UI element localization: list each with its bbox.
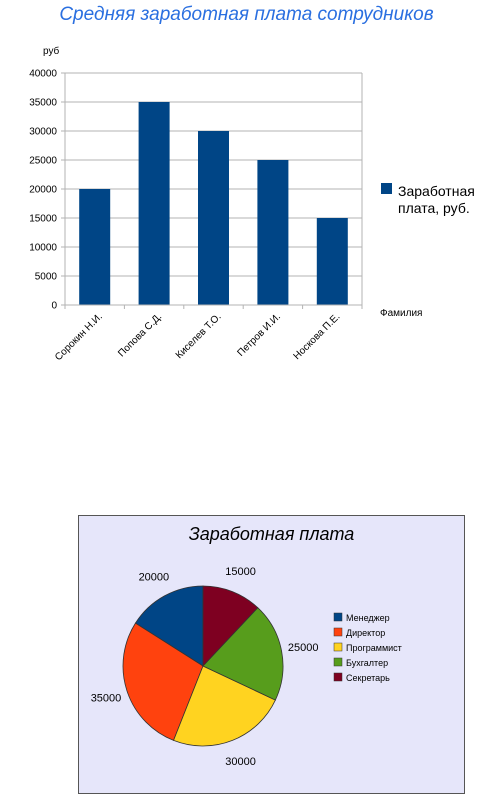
legend-label: Заработная <box>398 183 475 199</box>
pie-legend-swatch <box>333 672 343 682</box>
bar-axes <box>61 72 363 309</box>
pie-slice <box>134 585 204 667</box>
pie-legend-label: Директор <box>346 628 385 638</box>
pie-value-label: 25000 <box>288 642 319 654</box>
bar <box>198 131 229 305</box>
y-tick-label: 10000 <box>29 243 57 254</box>
x-tick-label: Попова С.Д. <box>116 311 164 359</box>
pie-value-label: 30000 <box>225 756 256 768</box>
pie-slice <box>202 607 284 701</box>
y-tick-label: 30000 <box>29 127 57 138</box>
pie-value-label: 15000 <box>225 566 256 578</box>
y-tick-label: 5000 <box>35 272 58 283</box>
pie-slices <box>122 585 284 747</box>
y-tick-label: 25000 <box>29 156 57 167</box>
pie-legend-swatch <box>333 612 343 622</box>
pie-legend-label: Секретарь <box>346 673 390 683</box>
pie-legend-swatch <box>333 627 343 637</box>
pie-legend-swatch <box>333 642 343 652</box>
bar-chart: 0 5000 10000 15000 20000 25000 30000 35000 40000… <box>29 45 475 364</box>
bar <box>79 189 111 305</box>
bar-series <box>79 102 348 305</box>
pie-slice <box>173 665 276 747</box>
pie-chart: 20000 35000 30000 25000 15000 Менеджер Директ… <box>91 566 402 768</box>
pie-legend: Менеджер Директор Программист Бухгалтер Секр… <box>333 612 402 683</box>
pie-chart-title: Заработная плата <box>188 524 355 544</box>
y-tick-label: 20000 <box>29 185 57 196</box>
pie-legend-label: Менеджер <box>346 613 390 623</box>
legend-swatch <box>381 183 392 194</box>
pie-value-label: 20000 <box>139 572 170 584</box>
chart-title: Средняя заработная плата сотрудников <box>59 4 434 25</box>
x-tick-label: Киселев Т.О. <box>174 311 224 361</box>
bar <box>138 102 170 305</box>
legend-label: плата, руб. <box>398 200 470 216</box>
pie-chart-panel: Заработная плата 20000 35000 30000 25000 150… <box>78 515 465 794</box>
pie-legend-label: Бухгалтер <box>346 658 388 668</box>
bar <box>257 160 289 305</box>
x-tick-label: Сорокин Н.И. <box>53 311 105 363</box>
pie-legend-swatch <box>333 657 343 667</box>
bar <box>316 218 348 305</box>
pie-value-label: 35000 <box>91 693 122 705</box>
y-tick-label: 0 <box>51 301 57 312</box>
bar-labels: 0 5000 10000 15000 20000 25000 30000 35000 40000… <box>29 69 342 364</box>
pie-value-labels: 20000 35000 30000 25000 15000 <box>91 566 319 768</box>
y-tick-label: 15000 <box>29 214 57 225</box>
y-tick-label: 40000 <box>29 69 57 80</box>
y-axis-label: руб <box>43 45 60 57</box>
pie-legend-label: Программист <box>346 643 402 653</box>
y-tick-label: 35000 <box>29 98 57 109</box>
pie-slice <box>202 585 259 668</box>
x-axis-label: Фамилия <box>380 308 422 319</box>
x-tick-label: Носкова П.Е. <box>292 311 343 362</box>
x-tick-label: Петров И.И. <box>236 311 283 358</box>
pie-slice <box>122 622 204 741</box>
